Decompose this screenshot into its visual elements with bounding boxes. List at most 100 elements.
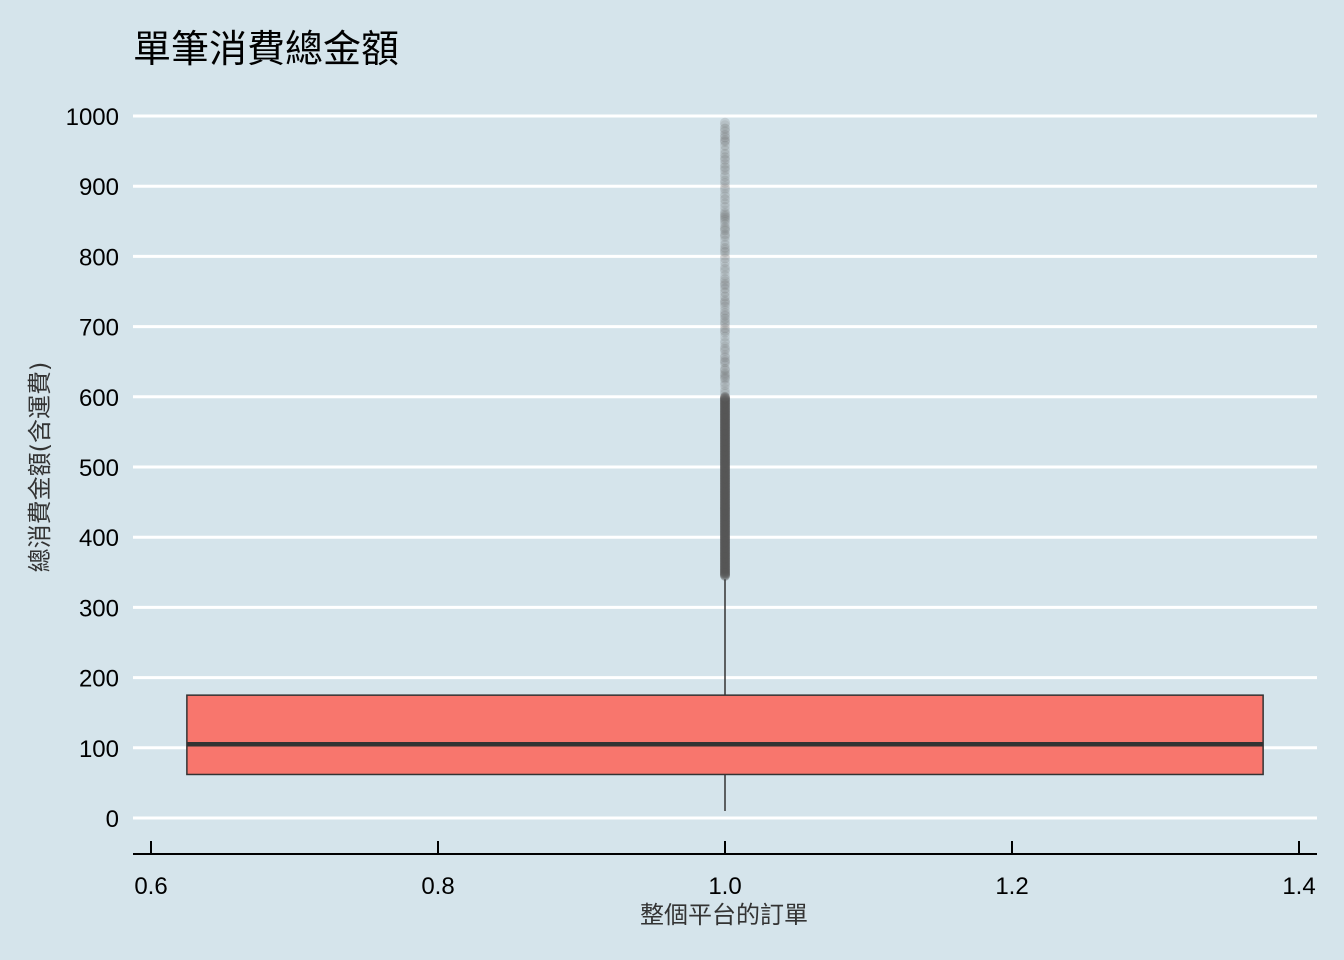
outlier-point — [720, 327, 730, 338]
outlier-point — [720, 368, 730, 379]
outlier-point — [720, 560, 730, 571]
outlier-point — [720, 323, 730, 334]
outlier-point — [720, 209, 730, 220]
outlier-point — [720, 450, 730, 461]
outlier-point — [720, 554, 730, 565]
outlier-point — [720, 359, 730, 370]
outlier-point — [720, 417, 730, 428]
outlier-point — [720, 453, 730, 464]
outlier-point — [720, 278, 730, 289]
outlier-point — [720, 301, 730, 312]
outlier-point — [720, 488, 730, 499]
outlier-point — [720, 393, 730, 404]
outlier-point — [720, 144, 730, 155]
outlier-point — [720, 425, 730, 436]
outlier-point — [720, 516, 730, 527]
outlier-point — [720, 357, 730, 368]
outlier-point — [720, 415, 730, 426]
outlier-point — [720, 183, 730, 194]
outlier-point — [720, 527, 730, 538]
outlier-point — [720, 283, 730, 294]
outlier-point — [720, 462, 730, 473]
outlier-point — [720, 391, 730, 402]
outlier-point — [720, 474, 730, 485]
outlier-point — [720, 331, 730, 342]
outlier-point — [720, 441, 730, 452]
outlier-point — [720, 510, 730, 521]
outlier-point — [720, 537, 730, 548]
outlier-point — [720, 325, 730, 336]
outlier-point — [720, 532, 730, 543]
outlier-point — [720, 319, 730, 330]
outlier-point — [720, 257, 730, 268]
outlier-point — [720, 434, 730, 445]
outlier-point — [720, 388, 730, 399]
outlier-point — [720, 566, 730, 577]
outlier-point — [720, 343, 730, 354]
outlier-point — [720, 188, 730, 199]
outlier-point — [720, 482, 730, 493]
outlier-point — [720, 398, 730, 409]
outlier-point — [720, 261, 730, 272]
outlier-point — [720, 553, 730, 564]
outlier-point — [720, 492, 730, 503]
outlier-point — [720, 570, 730, 581]
outlier-point — [720, 439, 730, 450]
outlier-point — [720, 569, 730, 580]
outlier-point — [720, 451, 730, 462]
outlier-point — [720, 523, 730, 534]
outlier-point — [720, 448, 730, 459]
y-tick-label: 0 — [106, 806, 119, 833]
outlier-point — [720, 244, 730, 255]
outlier-point — [720, 486, 730, 497]
outlier-point — [720, 123, 730, 134]
outlier-point — [720, 338, 730, 349]
outlier-point — [720, 427, 730, 438]
outlier-point — [720, 444, 730, 455]
outlier-point — [720, 446, 730, 457]
outlier-point — [720, 461, 730, 472]
outlier-point — [720, 247, 730, 258]
outlier-point — [720, 446, 730, 457]
outlier-point — [720, 430, 730, 441]
outlier-point — [720, 201, 730, 212]
outlier-point — [720, 466, 730, 477]
outlier-point — [720, 469, 730, 480]
outlier-point — [720, 428, 730, 439]
x-tick-label: 1.4 — [1282, 873, 1315, 900]
outlier-point — [720, 181, 730, 192]
outlier-point — [720, 408, 730, 419]
outlier-point — [720, 517, 730, 528]
outlier-point — [720, 457, 730, 468]
outlier-point — [720, 253, 730, 264]
outlier-point — [720, 404, 730, 415]
outlier-point — [720, 454, 730, 465]
outlier-point — [720, 564, 730, 575]
outlier-point — [720, 478, 730, 489]
outlier-point — [720, 219, 730, 230]
outlier-point — [720, 214, 730, 225]
outlier-point — [720, 540, 730, 551]
outlier-point — [720, 552, 730, 563]
outlier-point — [720, 483, 730, 494]
outlier-point — [720, 513, 730, 524]
outlier-point — [720, 557, 730, 568]
outlier-point — [720, 475, 730, 486]
outlier-point — [720, 396, 730, 407]
outlier-point — [720, 411, 730, 422]
outlier-point — [720, 175, 730, 186]
outlier-point — [720, 276, 730, 287]
outlier-point — [720, 473, 730, 484]
outlier-point — [720, 158, 730, 169]
outlier-point — [720, 352, 730, 363]
outlier-point — [720, 495, 730, 506]
outlier-point — [720, 152, 730, 163]
outlier-point — [720, 436, 730, 447]
outlier-point — [720, 436, 730, 447]
outlier-point — [720, 230, 730, 241]
outlier-point — [720, 380, 730, 391]
outlier-point — [720, 564, 730, 575]
outlier-point — [720, 395, 730, 406]
outlier-point — [720, 418, 730, 429]
x-tick-label: 1.0 — [708, 873, 741, 900]
